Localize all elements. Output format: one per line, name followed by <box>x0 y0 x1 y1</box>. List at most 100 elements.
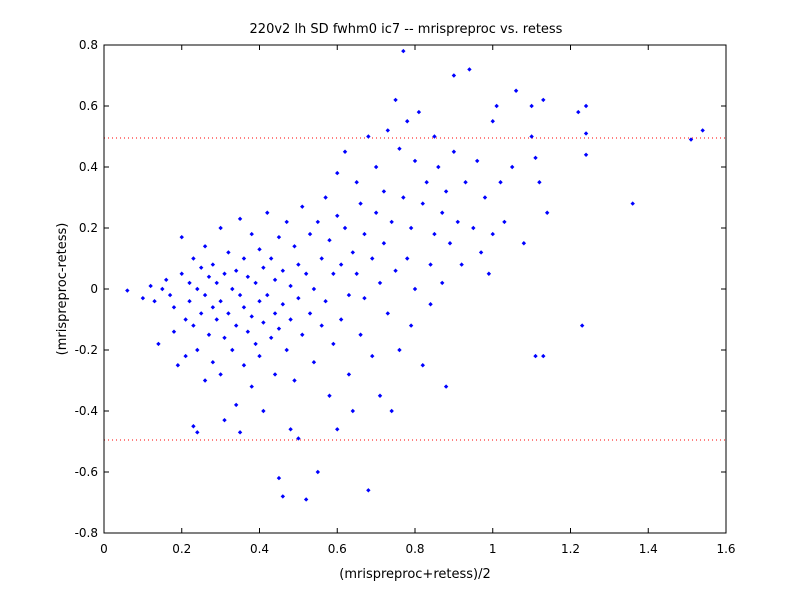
data-point <box>463 180 468 185</box>
data-point <box>296 262 301 267</box>
x-tick-label: 1.6 <box>716 542 735 556</box>
data-point <box>440 210 445 215</box>
data-point <box>541 97 546 103</box>
data-point <box>195 347 200 353</box>
data-point <box>160 286 165 292</box>
x-tick-label: 0.8 <box>405 542 424 556</box>
data-point <box>358 332 363 337</box>
data-point <box>529 134 534 139</box>
y-tick-label: -0.8 <box>75 526 98 540</box>
data-point <box>443 384 449 389</box>
data-point <box>241 363 247 368</box>
x-tick-label: 0 <box>100 542 108 556</box>
data-point <box>377 280 383 286</box>
data-point <box>237 430 243 435</box>
data-point <box>583 152 589 157</box>
data-point <box>300 332 305 337</box>
y-tick-label: 0 <box>90 282 98 296</box>
data-point <box>533 353 538 359</box>
data-point <box>346 292 352 298</box>
data-point <box>401 195 406 200</box>
data-point <box>261 265 266 270</box>
data-point <box>284 219 289 225</box>
data-point <box>405 256 410 261</box>
data-point <box>428 302 433 307</box>
data-point <box>198 311 204 316</box>
data-point <box>292 244 297 249</box>
data-point <box>428 262 433 267</box>
data-point <box>307 231 313 237</box>
data-point <box>202 378 208 383</box>
data-point <box>307 311 313 316</box>
data-point <box>272 372 278 377</box>
data-point <box>509 164 515 170</box>
data-point <box>459 262 464 267</box>
data-point <box>319 256 324 261</box>
data-point <box>447 241 453 246</box>
data-point <box>362 295 367 301</box>
data-point <box>167 292 173 298</box>
data-point <box>288 283 293 289</box>
data-point <box>261 408 266 414</box>
data-points <box>125 48 705 502</box>
data-point <box>202 292 208 298</box>
data-point <box>412 286 418 292</box>
data-point <box>311 360 317 365</box>
data-point <box>237 216 243 222</box>
data-point <box>397 347 402 353</box>
data-point <box>175 363 181 368</box>
data-point <box>420 201 425 206</box>
data-point <box>257 299 262 304</box>
data-point <box>268 256 274 261</box>
data-point <box>420 363 425 368</box>
data-point <box>206 332 212 337</box>
data-point <box>265 210 270 215</box>
chart-title: 220v2 lh SD fwhm0 ic7 -- mrispreproc vs.… <box>250 22 563 37</box>
y-tick-label: -0.2 <box>75 343 98 357</box>
data-point <box>268 335 274 340</box>
data-point <box>292 378 297 383</box>
data-point <box>233 268 239 273</box>
data-point <box>245 329 251 334</box>
data-point <box>319 323 324 328</box>
data-point <box>393 268 398 273</box>
x-tick-label: 0.2 <box>172 542 191 556</box>
data-point <box>478 250 484 255</box>
data-point <box>397 146 402 151</box>
data-point <box>222 417 227 423</box>
data-point <box>253 280 258 286</box>
data-point <box>202 244 208 249</box>
data-point <box>249 384 254 389</box>
data-point <box>191 424 196 429</box>
data-point <box>467 67 472 72</box>
data-point <box>688 137 694 142</box>
data-point <box>249 314 254 319</box>
data-point <box>471 225 476 231</box>
data-point <box>529 103 534 109</box>
data-point <box>373 210 379 215</box>
data-point <box>288 317 293 322</box>
data-point <box>195 286 200 292</box>
data-point <box>335 213 340 218</box>
data-point <box>303 497 309 502</box>
data-point <box>362 231 367 237</box>
data-point <box>389 219 394 225</box>
data-point <box>276 234 282 240</box>
data-point <box>373 164 379 170</box>
data-point <box>451 73 457 78</box>
data-point <box>218 299 223 304</box>
data-point <box>370 256 375 261</box>
data-point <box>350 250 355 255</box>
data-point <box>498 180 503 185</box>
data-point <box>579 323 585 328</box>
data-point <box>544 210 550 215</box>
data-point <box>331 341 336 347</box>
data-point <box>338 317 344 322</box>
data-point <box>451 149 457 154</box>
data-point <box>533 155 538 161</box>
data-point <box>303 271 309 276</box>
data-point <box>214 280 219 286</box>
data-point <box>366 488 371 493</box>
data-point <box>350 408 355 414</box>
